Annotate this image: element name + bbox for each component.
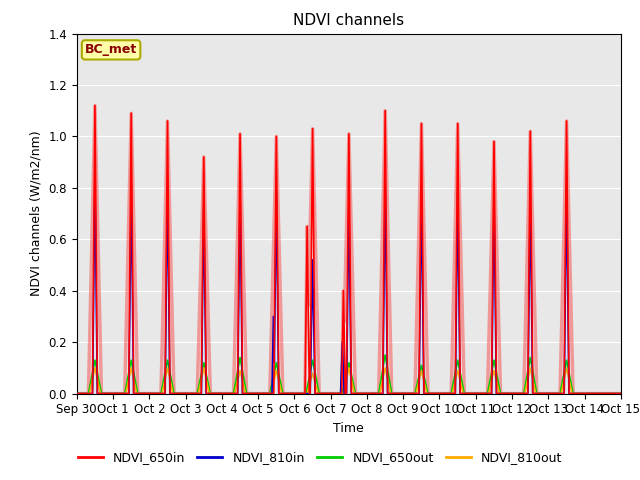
NDVI_810out xyxy=(305,383,313,389)
Legend: NDVI_650in, NDVI_810in, NDVI_650out, NDVI_810out: NDVI_650in, NDVI_810in, NDVI_650out, NDV… xyxy=(72,446,568,469)
NDVI_650out xyxy=(135,391,143,396)
NDVI_650in xyxy=(135,391,143,396)
NDVI_810out xyxy=(617,391,625,396)
NDVI_810out xyxy=(548,391,556,396)
Line: NDVI_650in: NDVI_650in xyxy=(77,106,621,394)
NDVI_650out xyxy=(305,376,313,382)
Line: NDVI_810out: NDVI_810out xyxy=(77,368,621,394)
NDVI_810in xyxy=(548,391,556,396)
NDVI_810out xyxy=(91,365,99,371)
NDVI_650out xyxy=(73,391,81,396)
NDVI_650out xyxy=(607,391,614,396)
Line: NDVI_810in: NDVI_810in xyxy=(77,178,621,394)
NDVI_650out xyxy=(381,352,389,358)
NDVI_650in xyxy=(607,391,614,396)
Y-axis label: NDVI channels (W/m2/nm): NDVI channels (W/m2/nm) xyxy=(30,131,43,297)
NDVI_650out xyxy=(617,391,625,396)
NDVI_810in xyxy=(607,391,614,396)
NDVI_650in xyxy=(91,103,99,108)
NDVI_650out xyxy=(282,391,289,396)
Title: NDVI channels: NDVI channels xyxy=(293,13,404,28)
NDVI_810in xyxy=(135,391,143,396)
NDVI_650in xyxy=(73,391,81,396)
NDVI_810in xyxy=(168,391,175,396)
NDVI_650in xyxy=(548,391,556,396)
NDVI_810out xyxy=(73,391,81,396)
NDVI_810out xyxy=(168,383,175,389)
NDVI_650out xyxy=(548,391,556,396)
NDVI_650out xyxy=(167,376,175,382)
NDVI_810in xyxy=(305,391,313,396)
X-axis label: Time: Time xyxy=(333,422,364,435)
NDVI_810out xyxy=(135,391,143,396)
Line: NDVI_650out: NDVI_650out xyxy=(77,355,621,394)
NDVI_650in xyxy=(168,391,175,396)
NDVI_650in xyxy=(305,377,313,383)
NDVI_650in xyxy=(282,391,289,396)
NDVI_810out xyxy=(607,391,614,396)
NDVI_810in xyxy=(282,391,289,396)
Text: BC_met: BC_met xyxy=(85,43,137,56)
NDVI_810in xyxy=(73,391,81,396)
NDVI_810in xyxy=(91,175,99,180)
NDVI_810in xyxy=(617,391,625,396)
NDVI_650in xyxy=(617,391,625,396)
NDVI_810out xyxy=(282,391,289,396)
